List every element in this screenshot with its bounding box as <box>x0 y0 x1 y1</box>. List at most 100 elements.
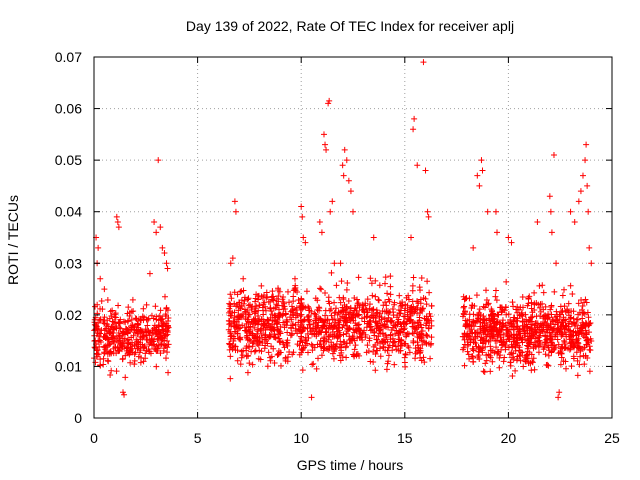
data-point <box>331 310 338 317</box>
data-point <box>382 347 389 354</box>
data-point <box>145 328 152 335</box>
data-point <box>512 367 519 374</box>
data-point <box>154 336 161 343</box>
data-point <box>364 309 371 316</box>
axis-ticks <box>93 56 613 419</box>
data-point <box>255 307 262 314</box>
data-point <box>393 314 400 321</box>
data-point <box>308 394 315 401</box>
data-point <box>534 323 541 330</box>
data-point <box>95 319 102 326</box>
data-point <box>420 59 427 66</box>
data-point <box>486 317 493 324</box>
data-point <box>535 349 542 356</box>
data-point <box>565 320 572 327</box>
data-point <box>387 283 394 290</box>
data-point <box>388 327 395 334</box>
data-point <box>586 244 593 251</box>
data-point <box>295 296 302 303</box>
data-point <box>380 336 387 343</box>
data-point <box>547 306 554 313</box>
data-point <box>483 287 490 294</box>
data-point <box>410 339 417 346</box>
data-point <box>519 322 526 329</box>
data-point <box>321 323 328 330</box>
data-point <box>545 352 552 359</box>
data-point <box>234 330 241 337</box>
data-point <box>231 319 238 326</box>
data-point <box>342 343 349 350</box>
data-point <box>277 311 284 318</box>
data-point <box>275 292 282 299</box>
data-point <box>164 265 171 272</box>
data-point <box>508 321 515 328</box>
data-point <box>476 355 483 362</box>
data-point <box>320 347 327 354</box>
data-point <box>161 293 168 300</box>
data-point <box>341 339 348 346</box>
data-point <box>399 299 406 306</box>
data-point <box>417 321 424 328</box>
data-point <box>542 303 549 310</box>
data-point <box>105 323 112 330</box>
data-point <box>567 208 574 215</box>
data-point <box>552 344 559 351</box>
data-point <box>394 319 401 326</box>
data-point <box>588 337 595 344</box>
data-point <box>495 311 502 318</box>
data-point <box>122 352 129 359</box>
data-point <box>111 311 118 318</box>
data-point <box>268 308 275 315</box>
data-point <box>329 328 336 335</box>
data-point <box>345 298 352 305</box>
data-point <box>405 344 412 351</box>
data-point <box>333 282 340 289</box>
data-point <box>411 325 418 332</box>
data-point <box>390 322 397 329</box>
data-point <box>155 328 162 335</box>
data-point <box>299 213 306 220</box>
data-point <box>164 307 171 314</box>
x-tick-label: 0 <box>90 430 98 446</box>
data-point <box>283 316 290 323</box>
data-point <box>503 278 510 285</box>
data-point <box>411 115 418 122</box>
data-point <box>377 353 384 360</box>
data-point <box>466 333 473 340</box>
data-point <box>306 321 313 328</box>
data-point <box>414 162 421 169</box>
data-point <box>510 350 517 357</box>
data-point <box>362 331 369 338</box>
data-point <box>387 273 394 280</box>
data-point <box>558 319 565 326</box>
data-point <box>480 303 487 310</box>
data-point <box>372 315 379 322</box>
data-point <box>124 310 131 317</box>
data-point <box>548 229 555 236</box>
data-point <box>315 355 322 362</box>
data-point <box>459 346 466 353</box>
data-point <box>577 347 584 354</box>
data-point <box>121 391 128 398</box>
data-point <box>565 312 572 319</box>
data-point <box>514 353 521 360</box>
data-point <box>567 282 574 289</box>
data-point <box>94 310 101 317</box>
data-point <box>228 295 235 302</box>
data-point <box>274 321 281 328</box>
data-point <box>234 357 241 364</box>
data-point <box>336 317 343 324</box>
data-point <box>542 313 549 320</box>
data-point <box>419 328 426 335</box>
data-point <box>143 336 150 343</box>
data-point <box>282 310 289 317</box>
data-point <box>579 306 586 313</box>
data-point <box>155 323 162 330</box>
data-point <box>140 305 147 312</box>
data-point <box>415 322 422 329</box>
data-point <box>360 305 367 312</box>
data-point <box>355 325 362 332</box>
data-point <box>522 358 529 365</box>
data-point <box>555 394 562 401</box>
data-point <box>544 361 551 368</box>
